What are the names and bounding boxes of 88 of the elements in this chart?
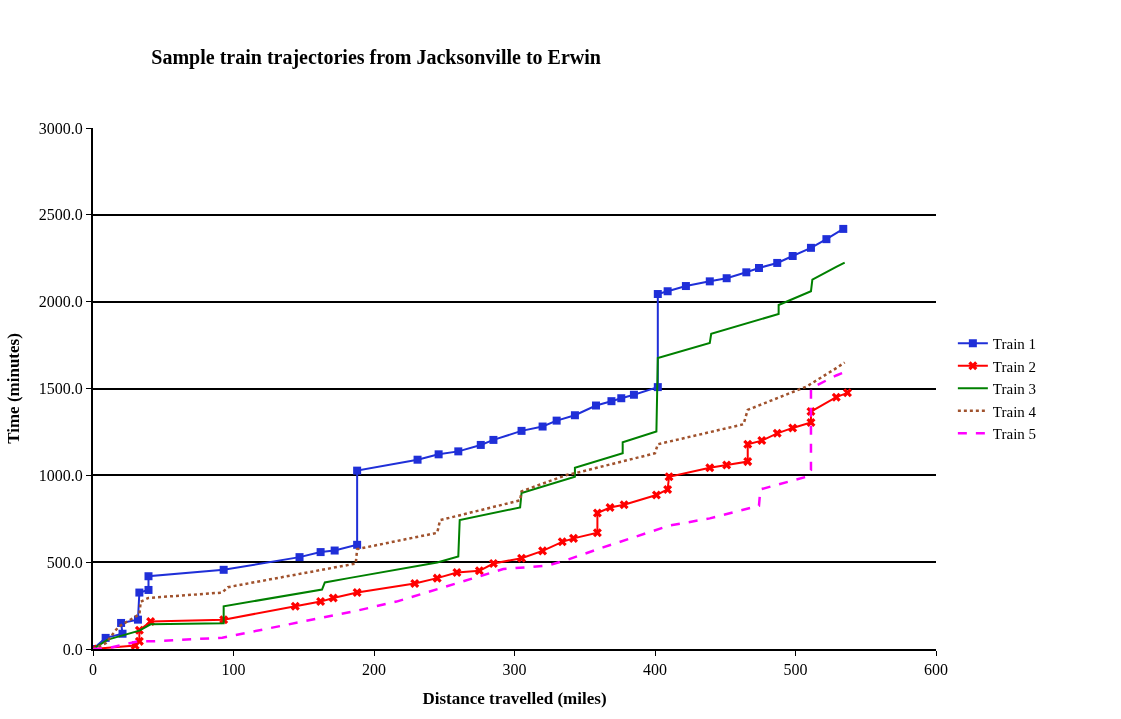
point bbox=[489, 435, 498, 444]
point bbox=[619, 500, 629, 510]
point bbox=[570, 411, 579, 420]
point bbox=[705, 277, 714, 286]
point bbox=[664, 472, 674, 482]
point bbox=[617, 394, 626, 403]
point bbox=[831, 392, 841, 402]
point bbox=[219, 565, 228, 574]
point bbox=[316, 548, 325, 557]
point bbox=[474, 566, 484, 576]
legend-label: Train 5 bbox=[992, 426, 1037, 443]
x-tick-label: 100 bbox=[221, 661, 246, 679]
point bbox=[663, 287, 672, 296]
point bbox=[133, 615, 142, 624]
point bbox=[144, 585, 153, 594]
y-tick-label: 2000.0 bbox=[38, 293, 83, 311]
legend-label: Train 4 bbox=[992, 403, 1037, 420]
point bbox=[434, 450, 443, 459]
point bbox=[839, 224, 848, 233]
x-tick-label: 300 bbox=[502, 661, 527, 679]
point bbox=[653, 290, 662, 299]
legend-label: Train 1 bbox=[992, 336, 1037, 353]
point bbox=[328, 593, 338, 603]
point bbox=[607, 397, 616, 406]
point bbox=[295, 553, 304, 562]
point bbox=[842, 388, 853, 398]
point bbox=[538, 422, 547, 431]
y-tick-label: 2500.0 bbox=[38, 206, 83, 224]
point bbox=[742, 268, 751, 277]
point bbox=[316, 597, 326, 607]
y-tick-label: 0.0 bbox=[62, 640, 83, 658]
point bbox=[352, 588, 362, 598]
y-tick-label: 3000.0 bbox=[38, 119, 83, 137]
point bbox=[552, 416, 561, 425]
point bbox=[743, 457, 753, 467]
x-tick-label: 200 bbox=[362, 661, 386, 679]
point bbox=[806, 243, 815, 252]
chart-title: Sample train trajectories from Jacksonville to Erwin bbox=[151, 46, 601, 70]
point bbox=[705, 463, 715, 473]
point bbox=[476, 440, 485, 449]
point bbox=[135, 588, 144, 597]
y-axis-title: Time (minutes) bbox=[3, 333, 23, 444]
x-axis-title: Distance travelled (miles) bbox=[422, 689, 607, 709]
point bbox=[290, 601, 300, 611]
legend-label: Train 2 bbox=[992, 358, 1037, 375]
point bbox=[330, 546, 339, 555]
point bbox=[651, 490, 661, 500]
point bbox=[743, 439, 753, 449]
y-tick-label: 1000.0 bbox=[38, 466, 83, 484]
point bbox=[722, 460, 732, 470]
x-tick-label: 400 bbox=[643, 661, 667, 679]
x-tick-label: 0 bbox=[89, 661, 97, 679]
point bbox=[605, 502, 615, 512]
point bbox=[681, 282, 690, 291]
y-tick-label: 1500.0 bbox=[38, 380, 83, 398]
point bbox=[517, 426, 526, 435]
point bbox=[557, 537, 567, 547]
point bbox=[722, 274, 731, 283]
point bbox=[454, 447, 463, 456]
point bbox=[568, 533, 579, 543]
point bbox=[772, 428, 782, 438]
point bbox=[754, 263, 763, 272]
point bbox=[629, 390, 638, 399]
point bbox=[353, 540, 362, 549]
point bbox=[788, 423, 798, 433]
point bbox=[592, 508, 602, 518]
point bbox=[773, 258, 782, 267]
point bbox=[488, 559, 498, 569]
point bbox=[353, 466, 362, 475]
point bbox=[432, 573, 442, 583]
point bbox=[517, 553, 527, 563]
point bbox=[806, 418, 816, 428]
y-tick-label: 500.0 bbox=[46, 553, 83, 571]
point bbox=[452, 568, 462, 578]
point bbox=[538, 546, 548, 556]
point bbox=[591, 401, 600, 410]
point bbox=[413, 455, 422, 464]
point bbox=[592, 528, 602, 538]
point bbox=[757, 436, 767, 446]
legend-label: Train 3 bbox=[992, 381, 1037, 398]
point bbox=[144, 572, 153, 581]
x-tick-label: 600 bbox=[924, 661, 948, 679]
point bbox=[788, 251, 797, 260]
point bbox=[410, 579, 420, 589]
point bbox=[134, 636, 144, 646]
x-tick-label: 500 bbox=[783, 661, 808, 679]
point bbox=[822, 235, 831, 244]
point bbox=[663, 484, 673, 494]
